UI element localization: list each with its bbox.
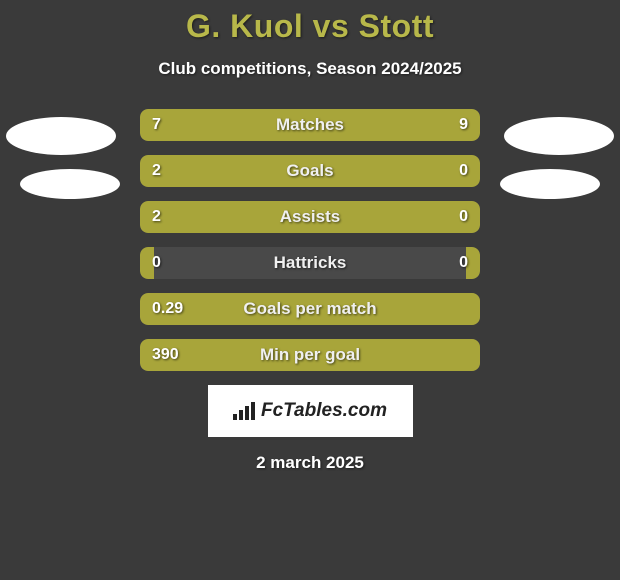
stat-label: Min per goal xyxy=(140,339,480,371)
comparison-area: 7 Matches 9 2 Goals 0 2 Assists 0 xyxy=(0,109,620,473)
stat-row-goals: 2 Goals 0 xyxy=(140,155,480,187)
player-left-avatar xyxy=(6,117,116,155)
stat-left-value: 390 xyxy=(152,339,179,371)
stat-label: Hattricks xyxy=(140,247,480,279)
stat-left-value: 2 xyxy=(152,155,161,187)
stat-right-value: 0 xyxy=(459,201,468,233)
comparison-card: G. Kuol vs Stott Club competitions, Seas… xyxy=(0,0,620,473)
stat-row-goals-per-match: 0.29 Goals per match xyxy=(140,293,480,325)
stat-row-assists: 2 Assists 0 xyxy=(140,201,480,233)
stat-left-value: 0 xyxy=(152,247,161,279)
fctables-logo: FcTables.com xyxy=(208,385,413,437)
stat-label: Assists xyxy=(140,201,480,233)
stat-row-hattricks: 0 Hattricks 0 xyxy=(140,247,480,279)
player-right-club-avatar xyxy=(500,169,600,199)
stat-right-value: 0 xyxy=(459,247,468,279)
stat-left-value: 0.29 xyxy=(152,293,183,325)
player-right-avatar xyxy=(504,117,614,155)
stat-right-value: 0 xyxy=(459,155,468,187)
stat-left-value: 2 xyxy=(152,201,161,233)
stat-left-value: 7 xyxy=(152,109,161,141)
stats-bars: 7 Matches 9 2 Goals 0 2 Assists 0 xyxy=(140,109,480,371)
stat-row-matches: 7 Matches 9 xyxy=(140,109,480,141)
logo-text: FcTables.com xyxy=(261,400,387,422)
page-title: G. Kuol vs Stott xyxy=(0,8,620,45)
bar-chart-icon xyxy=(233,402,255,420)
stat-row-min-per-goal: 390 Min per goal xyxy=(140,339,480,371)
stat-label: Goals per match xyxy=(140,293,480,325)
player-left-club-avatar xyxy=(20,169,120,199)
subtitle: Club competitions, Season 2024/2025 xyxy=(0,59,620,79)
stat-right-value: 9 xyxy=(459,109,468,141)
date-label: 2 march 2025 xyxy=(0,453,620,473)
stat-label: Goals xyxy=(140,155,480,187)
stat-label: Matches xyxy=(140,109,480,141)
